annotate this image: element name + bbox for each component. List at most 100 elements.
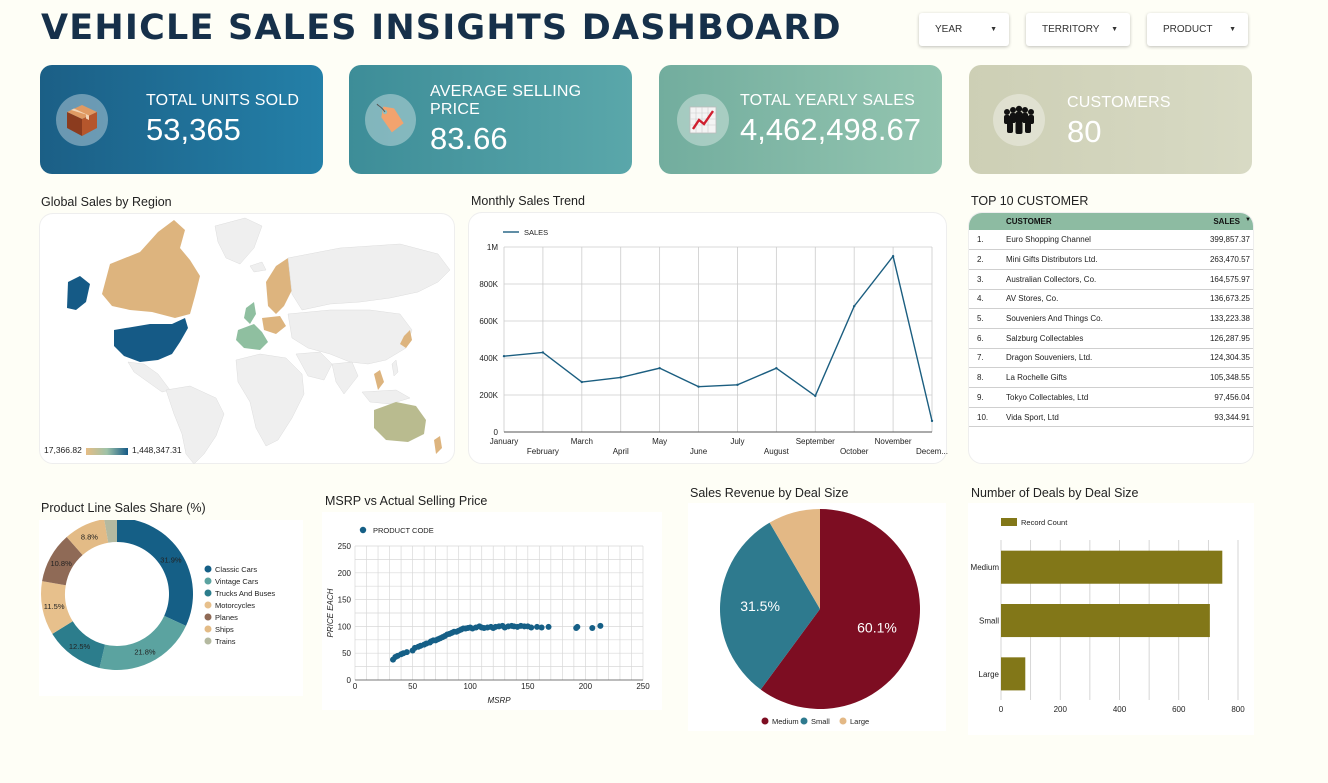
map-region-alaska: [67, 276, 90, 310]
x-tick-label: 0: [999, 705, 1004, 714]
table-row[interactable]: 4. AV Stores, Co. 136,673.25: [969, 289, 1253, 310]
trend-chart-icon: [677, 93, 729, 146]
map-legend-min: 17,366.82: [44, 445, 82, 455]
data-point: [697, 385, 700, 388]
table-row[interactable]: 1. Euro Shopping Channel 399,857.37: [969, 230, 1253, 251]
legend-swatch: [204, 577, 212, 585]
kpi-value: 4,462,498.67: [740, 111, 922, 147]
row-rank: 4.: [969, 289, 1006, 310]
kpi-value: 80: [1067, 113, 1102, 149]
map-region-mexico: [127, 361, 171, 393]
y-tick-label: 0: [494, 428, 499, 437]
scatter-point: [528, 624, 535, 631]
year-filter[interactable]: YEAR ▼: [919, 13, 1009, 46]
scatter-point: [534, 623, 541, 630]
scatter-title: MSRP vs Actual Selling Price: [325, 494, 488, 508]
y-tick-label: 200: [338, 569, 352, 578]
map-region-south-america: [165, 385, 225, 465]
data-point: [852, 305, 856, 308]
world-map[interactable]: [40, 214, 456, 465]
legend-swatch: [204, 613, 212, 621]
table-row[interactable]: 10. Vida Sport, Ltd 93,344.91: [969, 407, 1253, 428]
x-tick-label: October: [840, 447, 869, 456]
pie-slice: [720, 522, 820, 690]
row-sales-value: 126,287.95: [1176, 328, 1253, 349]
y-axis-title: PRICE EACH: [326, 588, 335, 637]
trend-chart[interactable]: 0 200K 400K 600K 800K 1M January February March A…: [469, 213, 948, 465]
scatter-point: [574, 623, 581, 630]
y-tick-label: 600K: [479, 317, 498, 326]
deal-size-pie[interactable]: 60.1% 31.5% Medium Small Large: [688, 503, 946, 731]
legend-label: Record Count: [1021, 518, 1068, 527]
map-region-asia: [287, 309, 413, 365]
table-row[interactable]: 9. Tokyo Collectables, Ltd 97,456.04: [969, 387, 1253, 408]
row-rank: 5.: [969, 308, 1006, 329]
map-legend-max: 1,448,347.31: [132, 445, 182, 455]
column-header-sales-label: SALES: [1213, 217, 1240, 226]
row-customer-name: Souveniers And Things Co.: [1006, 308, 1177, 329]
legend-label: Vintage Cars: [215, 577, 258, 586]
bar: [1001, 657, 1026, 691]
territory-filter[interactable]: TERRITORY ▼: [1026, 13, 1130, 46]
scatter-point: [545, 623, 552, 630]
row-sales-value: 93,344.91: [1176, 407, 1253, 428]
bar: [1001, 550, 1223, 584]
row-sales-value: 136,673.25: [1176, 289, 1253, 310]
row-rank: 6.: [969, 328, 1006, 349]
table-row[interactable]: 6. Salzburg Collectables 126,287.95: [969, 328, 1253, 349]
map-region-usa: [114, 318, 188, 362]
kpi-label: CUSTOMERS: [1067, 93, 1171, 111]
table-row[interactable]: 3. Australian Collectors, Co. 164,575.97: [969, 269, 1253, 290]
legend-label: Large: [850, 717, 869, 726]
caret-down-icon: ▼: [1111, 26, 1118, 33]
caret-down-icon: ▼: [1229, 26, 1236, 33]
donut-slice: [52, 621, 106, 668]
kpi-value: 83.66: [430, 120, 508, 156]
data-point: [658, 366, 661, 370]
donut-slice: [104, 518, 117, 543]
column-header-customer[interactable]: CUSTOMER: [1006, 213, 1177, 230]
deals-bar-title: Number of Deals by Deal Size: [971, 486, 1139, 500]
x-tick-label: April: [613, 447, 629, 456]
table-row[interactable]: 2. Mini Gifts Distributors Ltd. 263,470.57: [969, 249, 1253, 270]
map-region-europe-west: [236, 324, 268, 350]
row-rank: 7.: [969, 348, 1006, 369]
x-tick-label: July: [730, 437, 744, 446]
map-title: Global Sales by Region: [41, 195, 172, 209]
table-row[interactable]: 5. Souveniers And Things Co. 133,223.38: [969, 308, 1253, 329]
legend-swatch: [204, 589, 212, 597]
y-tick-label: Medium: [971, 563, 1000, 572]
donut-title: Product Line Sales Share (%): [41, 501, 206, 515]
legend-label: Classic Cars: [215, 565, 257, 574]
legend-label: Ships: [215, 625, 234, 634]
row-customer-name: Tokyo Collectables, Ltd: [1006, 387, 1177, 408]
column-header-sales[interactable]: SALES ▼: [1176, 213, 1253, 230]
pie-slice: [760, 509, 920, 709]
data-point: [619, 376, 622, 379]
legend-swatch: [800, 717, 808, 725]
row-customer-name: La Rochelle Gifts: [1006, 367, 1177, 388]
top-customers-table: CUSTOMER SALES ▼ 1. Euro Shopping Channel…: [969, 213, 1253, 428]
scatter-panel: 0 50 100 150 200 250 0 50 100 150 200 250 PRODUCT CO…: [322, 512, 662, 710]
row-customer-name: Dragon Souveniers, Ltd.: [1006, 348, 1177, 369]
msrp-scatter-chart[interactable]: 0 50 100 150 200 250 0 50 100 150 200 250 PRODUCT CO…: [322, 512, 662, 710]
table-row[interactable]: 7. Dragon Souveniers, Ltd. 124,304.35: [969, 348, 1253, 369]
kpi-label: TOTAL YEARLY SALES: [740, 91, 915, 109]
map-region-japan: [400, 330, 412, 348]
row-rank: 9.: [969, 387, 1006, 408]
data-point: [541, 351, 545, 354]
legend-swatch: [204, 637, 212, 645]
bar: [1001, 604, 1210, 638]
y-tick-label: 100: [338, 622, 352, 631]
kpi-label: AVERAGE SELLING PRICE: [430, 82, 582, 118]
row-sales-value: 97,456.04: [1176, 387, 1253, 408]
map-region-europe-central: [262, 316, 286, 334]
product-line-donut[interactable]: 31.9% 21.8% 12.5% 11.5% 10.8% 8.8% Classic Car…: [39, 518, 303, 696]
x-tick-label: 0: [353, 682, 358, 691]
product-filter[interactable]: PRODUCT ▼: [1147, 13, 1248, 46]
deals-bar-chart[interactable]: 0 200 400 600 800 Medium Small Large Record Coun…: [968, 503, 1254, 735]
legend-swatch: [1001, 518, 1017, 526]
table-row[interactable]: 8. La Rochelle Gifts 105,348.55: [969, 367, 1253, 388]
legend-label: PRODUCT CODE: [373, 526, 434, 535]
world-map-panel[interactable]: 17,366.82 1,448,347.31: [39, 213, 456, 465]
